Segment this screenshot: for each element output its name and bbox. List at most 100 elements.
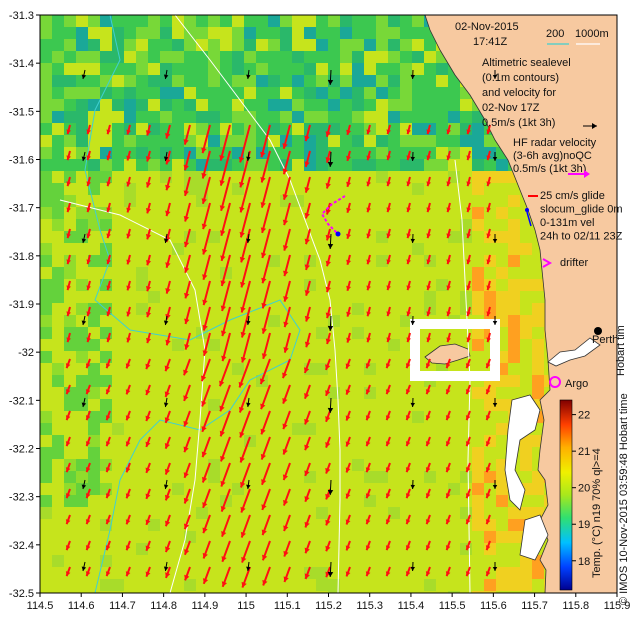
sst-cell: [316, 327, 328, 339]
sst-cell: [304, 279, 316, 291]
sst-cell: [460, 123, 472, 135]
hf-arrow-head: [282, 474, 289, 481]
sst-cell: [316, 363, 328, 375]
hf-arrow-head: [105, 519, 111, 525]
sealevel-arrow-head: [81, 484, 87, 489]
legend-line: 25 cm/s glide: [540, 190, 605, 202]
hf-arrow: [241, 306, 251, 338]
sst-cell: [40, 63, 52, 75]
hf-arrow-head: [164, 443, 171, 449]
hf-arrow-head: [365, 363, 371, 369]
sst-cell: [364, 15, 376, 27]
sst-cell: [256, 15, 268, 27]
hf-arrow-head: [426, 207, 431, 213]
sst-cell: [148, 519, 160, 531]
sst-cell: [364, 75, 376, 87]
sst-cell: [172, 75, 184, 87]
sst-cell: [112, 15, 124, 27]
hf-arrow-head: [260, 151, 266, 158]
sst-cell: [352, 75, 364, 87]
sst-cell: [76, 75, 88, 87]
sst-cell: [316, 135, 328, 147]
hf-arrow-head: [345, 545, 351, 551]
sst-cell: [424, 39, 436, 51]
sst-cell: [88, 15, 100, 27]
sst-cell: [412, 75, 424, 87]
x-tick-label: 115.8: [562, 600, 589, 612]
sst-cell: [256, 75, 268, 87]
hf-arrow-head: [325, 234, 331, 241]
sst-cell: [40, 411, 52, 423]
sst-cell: [124, 63, 136, 75]
y-tick-label: -31.3: [9, 10, 34, 22]
sst-cell: [220, 99, 232, 111]
sst-cell: [400, 135, 412, 147]
hf-arrow-head: [239, 456, 245, 463]
sst-cell: [148, 111, 160, 123]
sst-cell: [88, 411, 100, 423]
hf-arrow-head: [85, 441, 91, 447]
sst-cell: [328, 111, 340, 123]
hf-arrow-head: [165, 520, 171, 527]
hf-arrow-head: [426, 311, 431, 317]
x-tick-label: 114.9: [191, 600, 218, 612]
hf-arrow-head: [201, 172, 207, 179]
sst-cell: [40, 15, 52, 27]
hf-arrow-head: [425, 467, 431, 473]
sst-cell: [352, 39, 364, 51]
hf-arrow-head: [283, 321, 289, 328]
sst-cell: [496, 291, 508, 303]
sst-cell: [52, 75, 64, 87]
sst-cell: [64, 111, 76, 123]
hf-arrow-head: [283, 296, 289, 302]
sst-cell: [184, 111, 196, 123]
sst-cell: [88, 75, 100, 87]
hf-arrow-head: [446, 311, 451, 317]
hf-arrow-head: [183, 190, 189, 196]
hf-arrow-head: [405, 571, 411, 577]
sst-cell: [52, 51, 64, 63]
sst-cell: [316, 51, 328, 63]
cockburn-sound: [504, 394, 541, 511]
sst-cell: [64, 87, 76, 99]
hf-arrow-head: [239, 431, 245, 438]
y-tick-label: -31.7: [9, 203, 34, 215]
sst-cell: [100, 51, 112, 63]
sst-cell: [460, 135, 472, 147]
sst-cell: [88, 39, 100, 51]
hf-arrow-head: [183, 523, 190, 530]
sst-cell: [376, 87, 388, 99]
sst-cell: [172, 483, 184, 495]
sst-cell: [484, 387, 496, 399]
hf-arrow-head: [165, 288, 171, 294]
sst-cell: [88, 99, 100, 111]
hf-arrow-head: [445, 363, 451, 369]
sst-cell: [304, 99, 316, 111]
sst-cell: [232, 363, 244, 375]
hf-arrow-head: [486, 259, 491, 265]
hf-arrow-head: [283, 576, 289, 583]
sst-cell: [88, 159, 100, 171]
sst-cell: [136, 75, 148, 87]
sst-cell: [340, 87, 352, 99]
sst-cell: [400, 99, 412, 111]
hf-arrow-head: [261, 353, 268, 359]
isobath-200m: [84, 15, 301, 593]
sst-cell: [436, 63, 448, 75]
sst-cell: [64, 495, 76, 507]
sst-cell: [472, 471, 484, 483]
hf-arrow-head: [145, 545, 151, 551]
sst-cell: [100, 159, 112, 171]
hf-arrow-head: [241, 581, 247, 588]
hf-arrow-head: [366, 285, 371, 291]
hf-arrow-head: [145, 493, 151, 499]
sst-cell: [124, 123, 136, 135]
hf-arrow-head: [445, 571, 451, 577]
sst-cell: [532, 387, 544, 399]
hf-arrow-head: [425, 571, 431, 577]
hf-arrow-head: [346, 337, 351, 343]
hf-arrow-head: [240, 531, 247, 538]
hf-arrow-head: [201, 223, 208, 230]
hf-arrow-head: [282, 194, 288, 200]
sst-cell: [520, 507, 532, 519]
